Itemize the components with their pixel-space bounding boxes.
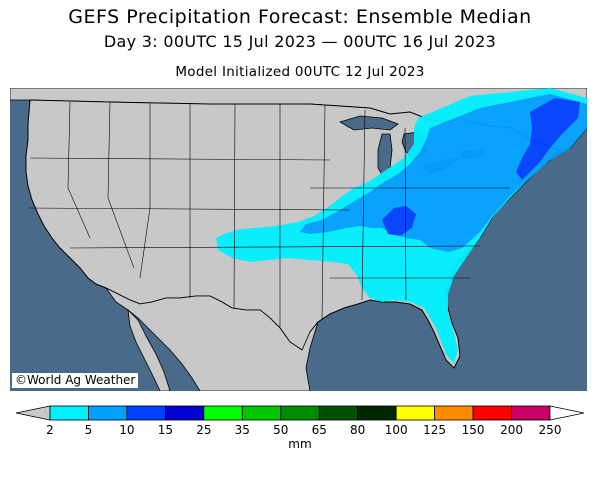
colorbar-tick-10: 10 xyxy=(119,423,135,437)
forecast-period: Day 3: 00UTC 15 Jul 2023 — 00UTC 16 Jul … xyxy=(103,32,497,51)
colorbar-over-triangle xyxy=(549,405,585,421)
colorbar-cell-200 xyxy=(511,405,551,421)
colorbar-cell-25 xyxy=(203,405,243,421)
colorbar-tick-15: 15 xyxy=(157,423,174,437)
colorbar-cell-10 xyxy=(126,405,166,421)
map-title: GEFS Precipitation Forecast: Ensemble Me… xyxy=(68,6,532,28)
colorbar-cell-80 xyxy=(357,405,397,421)
colorbar-cell-100 xyxy=(395,405,436,421)
colorbar-tick-80: 80 xyxy=(350,423,366,437)
mexico-land xyxy=(105,287,319,391)
model-init-time: Model Initialized 00UTC 12 Jul 2023 xyxy=(175,64,425,80)
precip-5-10mm xyxy=(300,94,587,252)
precipitation-colorbar xyxy=(15,405,585,421)
colorbar-tick-100: 100 xyxy=(384,423,408,437)
colorbar-tick-250: 250 xyxy=(538,423,562,437)
colorbar-cell-35 xyxy=(241,405,282,421)
state-borders xyxy=(27,101,510,328)
colorbar-cell-65 xyxy=(318,405,359,421)
colorbar-cell-125 xyxy=(434,405,474,421)
colorbar-tick-35: 35 xyxy=(234,423,250,437)
colorbar-tick-125: 125 xyxy=(423,423,447,437)
colorbar-cell-15 xyxy=(164,405,205,421)
colorbar-tick-65: 65 xyxy=(311,423,327,437)
precipitation-map xyxy=(10,88,587,391)
lake-superior xyxy=(338,115,399,131)
colorbar-tick-150: 150 xyxy=(461,423,485,437)
baja-land xyxy=(127,308,171,391)
colorbar-tick-200: 200 xyxy=(500,423,523,437)
colorbar-tick-2: 2 xyxy=(46,423,54,437)
copyright-label: ©World Ag Weather xyxy=(12,373,139,388)
colorbar-tick-25: 25 xyxy=(196,423,212,437)
colorbar-cell-50 xyxy=(280,405,320,421)
precipitation-shading xyxy=(216,88,587,364)
colorbar-cell-5 xyxy=(88,405,128,421)
colorbar-tick-50: 50 xyxy=(273,423,289,437)
precip-10-15mm-2 xyxy=(382,206,416,236)
colorbar-tick-5: 5 xyxy=(84,423,93,437)
colorbar-under-triangle xyxy=(15,405,51,421)
units-label: mm xyxy=(288,437,312,451)
colorbar-cell-150 xyxy=(472,405,512,421)
colorbar-cell-2 xyxy=(49,405,89,421)
precip-10-15mm xyxy=(516,98,580,180)
